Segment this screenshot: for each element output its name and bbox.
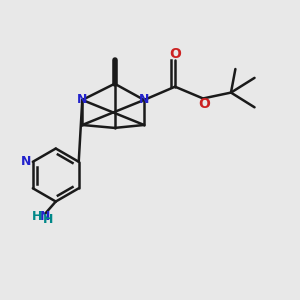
- Text: H: H: [43, 213, 54, 226]
- Text: N: N: [21, 155, 32, 168]
- Text: O: O: [199, 98, 210, 111]
- Text: N: N: [77, 93, 88, 106]
- Text: N: N: [139, 93, 149, 106]
- Text: H: H: [32, 210, 42, 223]
- Text: O: O: [169, 47, 181, 61]
- Text: N: N: [40, 210, 50, 223]
